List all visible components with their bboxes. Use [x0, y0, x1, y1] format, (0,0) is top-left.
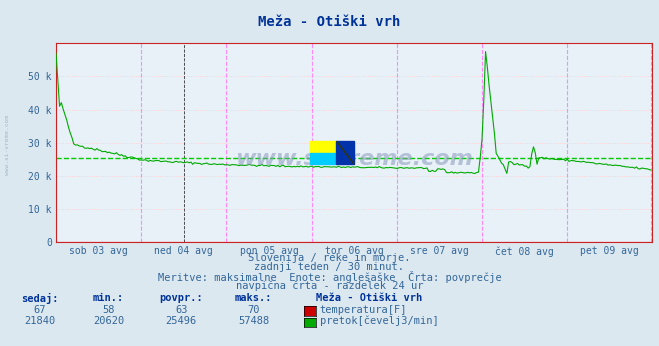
- Text: pretok[čevelj3/min]: pretok[čevelj3/min]: [320, 316, 438, 326]
- Text: 67: 67: [34, 305, 45, 315]
- Text: min.:: min.:: [93, 293, 125, 303]
- Text: maks.:: maks.:: [235, 293, 272, 303]
- Text: 70: 70: [248, 305, 260, 315]
- Text: povpr.:: povpr.:: [159, 293, 203, 303]
- Text: zadnji teden / 30 minut.: zadnji teden / 30 minut.: [254, 262, 405, 272]
- Text: temperatura[F]: temperatura[F]: [320, 305, 407, 315]
- Text: sedaj:: sedaj:: [21, 293, 58, 304]
- Text: 21840: 21840: [24, 316, 55, 326]
- FancyArrow shape: [337, 141, 355, 164]
- Text: navpična črta - razdelek 24 ur: navpična črta - razdelek 24 ur: [236, 280, 423, 291]
- Bar: [337, 141, 355, 164]
- Text: 57488: 57488: [238, 316, 270, 326]
- Text: Slovenija / reke in morje.: Slovenija / reke in morje.: [248, 253, 411, 263]
- Text: www.si-vreme.com: www.si-vreme.com: [5, 115, 11, 175]
- Bar: [310, 153, 337, 164]
- Text: www.si-vreme.com: www.si-vreme.com: [235, 149, 473, 169]
- Text: Meža - Otiški vrh: Meža - Otiški vrh: [316, 293, 422, 303]
- Text: 25496: 25496: [165, 316, 197, 326]
- Text: 63: 63: [175, 305, 187, 315]
- Bar: [310, 141, 337, 153]
- Text: 58: 58: [103, 305, 115, 315]
- Text: Meža - Otiški vrh: Meža - Otiški vrh: [258, 16, 401, 29]
- Text: 20620: 20620: [93, 316, 125, 326]
- Text: Meritve: maksimalne  Enote: anglešaške  Črta: povprečje: Meritve: maksimalne Enote: anglešaške Čr…: [158, 271, 501, 283]
